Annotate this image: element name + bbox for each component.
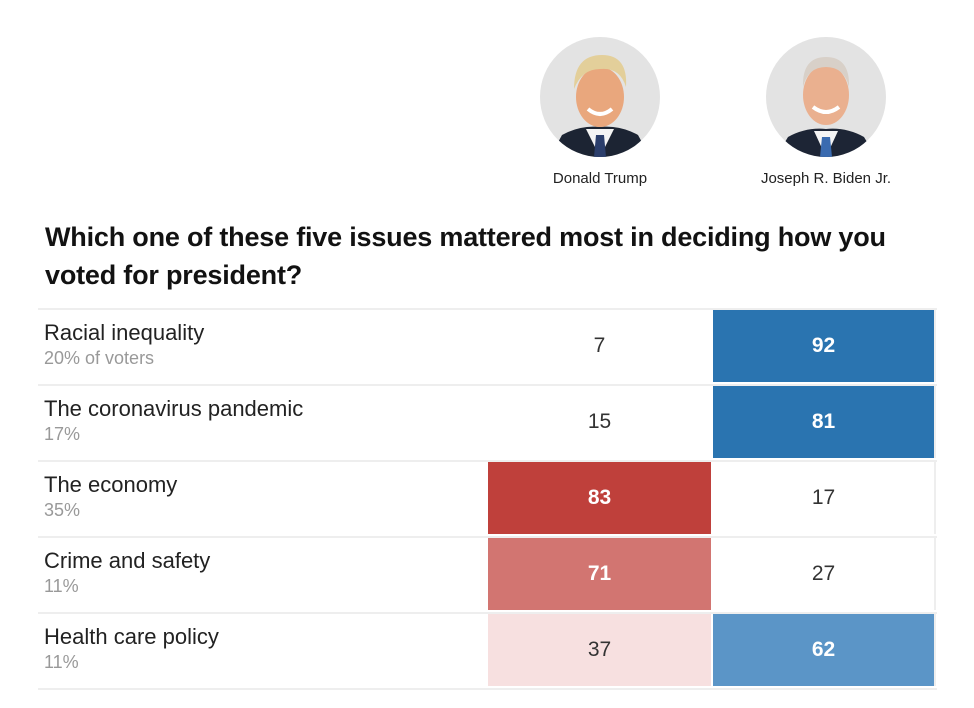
biden-value-cell: 62 — [713, 614, 936, 686]
candidate-name: Donald Trump — [552, 170, 648, 187]
issue-share: 17% — [44, 424, 81, 444]
trump-value-cell: 15 — [488, 386, 711, 458]
table-row: Health care policy 11% 37 62 — [38, 612, 937, 690]
issue-share: 35% — [44, 500, 81, 520]
issue-label: Crime and safety 11% — [44, 548, 210, 597]
trump-value-cell: 71 — [488, 538, 711, 610]
issue-share: 20% of voters — [44, 348, 155, 368]
table-row: The coronavirus pandemic 17% 15 81 — [38, 384, 937, 460]
trump-value-cell: 83 — [488, 462, 711, 534]
biden-value-cell: 27 — [713, 538, 936, 610]
trump-value-cell: 7 — [488, 310, 711, 382]
biden-value-cell: 92 — [713, 310, 936, 382]
biden-portrait-icon — [766, 37, 886, 157]
table-row: Crime and safety 11% 71 27 — [38, 536, 937, 612]
table-row: Racial inequality 20% of voters 7 92 — [38, 308, 937, 384]
trump-portrait-icon — [540, 37, 660, 157]
results-table: Racial inequality 20% of voters 7 92 The cor… — [38, 308, 937, 690]
candidate-name: Joseph R. Biden Jr. — [760, 170, 892, 187]
issue-name: Health care policy — [44, 624, 219, 649]
issue-name: The economy — [44, 472, 178, 497]
issue-name: The coronavirus pandemic — [44, 396, 304, 421]
issue-share: 11% — [44, 652, 79, 672]
issue-label: The economy 35% — [44, 472, 177, 521]
candidate-biden: Joseph R. Biden Jr. — [726, 37, 926, 187]
issue-label: Racial inequality 20% of voters — [44, 320, 204, 369]
issue-label: Health care policy 11% — [44, 624, 219, 673]
issue-share: 11% — [44, 576, 79, 596]
biden-value-cell: 17 — [713, 462, 936, 534]
chart-title: Which one of these five issues mattered … — [45, 222, 886, 290]
issue-name: Crime and safety — [44, 548, 211, 573]
candidate-trump: Donald Trump — [500, 37, 700, 187]
issue-name: Racial inequality — [44, 320, 205, 345]
biden-value-cell: 81 — [713, 386, 936, 458]
table-row: The economy 35% 83 17 — [38, 460, 937, 536]
issue-label: The coronavirus pandemic 17% — [44, 396, 303, 445]
trump-value-cell: 37 — [488, 614, 711, 686]
